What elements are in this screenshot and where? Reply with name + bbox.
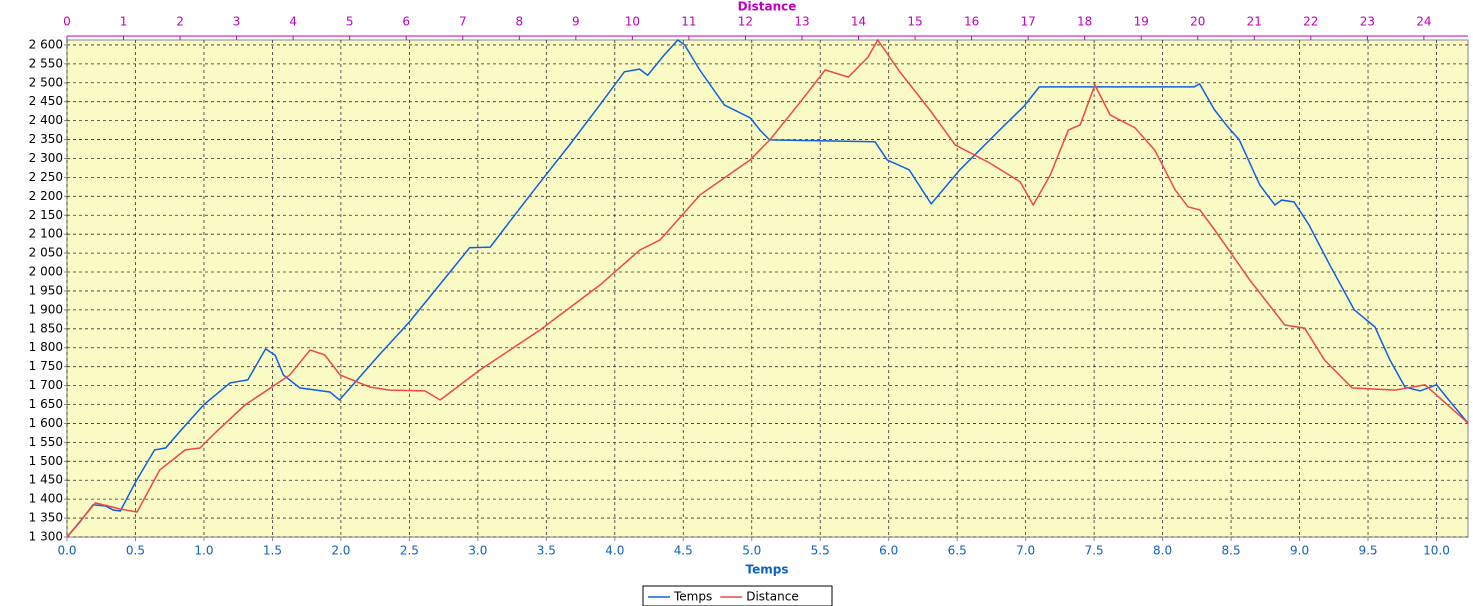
y-tick-label: 2 050 — [29, 246, 63, 260]
x2-tick-label: 23 — [1360, 15, 1375, 29]
x-tick-label: 10.0 — [1423, 544, 1450, 558]
x2-tick-label: 24 — [1416, 15, 1431, 29]
x2-tick-label: 17 — [1020, 15, 1035, 29]
series-line — [66, 38, 1469, 538]
x-tick-label: 7.5 — [1085, 544, 1104, 558]
x-tick-label: 3.0 — [468, 544, 487, 558]
y-tick-label: 1 550 — [29, 435, 63, 449]
y-tick-label: 1 700 — [29, 378, 63, 392]
y-tick-label: 2 500 — [29, 75, 63, 89]
y-tick-label: 1 600 — [29, 416, 63, 430]
y-tick-label: 2 000 — [29, 265, 63, 279]
y-tick-label: 2 200 — [29, 189, 63, 203]
x-tick-label: 4.5 — [674, 544, 693, 558]
x2-tick-label: 15 — [907, 15, 922, 29]
x2-tick-label: 10 — [625, 15, 640, 29]
x2-tick-label: 16 — [964, 15, 979, 29]
x-tick-label: 1.5 — [263, 544, 282, 558]
y-tick-label: 2 350 — [29, 132, 63, 146]
y-tick-label: 2 600 — [29, 37, 63, 51]
y-tick-label: 1 750 — [29, 359, 63, 373]
x2-tick-label: 11 — [681, 15, 696, 29]
x2-tick-label: 18 — [1077, 15, 1092, 29]
y-tick-label: 1 400 — [29, 492, 63, 506]
y-tick-label: 1 500 — [29, 454, 63, 468]
x2-tick-label: 19 — [1134, 15, 1149, 29]
y-tick-label: 2 550 — [29, 56, 63, 70]
x2-axis-title: Distance — [738, 0, 797, 14]
x-tick-label: 6.0 — [879, 544, 898, 558]
y-tick-label: 2 300 — [29, 151, 63, 165]
x-tick-label: 5.0 — [742, 544, 761, 558]
x2-tick-label: 12 — [738, 15, 753, 29]
x-tick-label: 3.5 — [537, 544, 556, 558]
y-tick-label: 2 450 — [29, 94, 63, 108]
x-tick-label: 0.0 — [57, 544, 76, 558]
x2-tick-label: 13 — [794, 15, 809, 29]
x-tick-label: 2.0 — [331, 544, 350, 558]
y-tick-label: 1 650 — [29, 397, 63, 411]
x2-tick-label: 14 — [851, 15, 866, 29]
x2-tick-label: 22 — [1303, 15, 1318, 29]
x-tick-label: 4.0 — [605, 544, 624, 558]
x-tick-label: 1.0 — [194, 544, 213, 558]
x2-tick-label: 7 — [459, 15, 467, 29]
x-tick-label: 5.5 — [811, 544, 830, 558]
legend-label: Distance — [746, 590, 798, 604]
y-tick-label: 2 250 — [29, 170, 63, 184]
y-tick-label: 2 150 — [29, 208, 63, 222]
x-tick-label: 7.0 — [1016, 544, 1035, 558]
x2-tick-label: 3 — [233, 15, 241, 29]
plot-area — [66, 39, 1469, 538]
y-tick-label: 1 950 — [29, 283, 63, 297]
x-tick-label: 6.5 — [948, 544, 967, 558]
series-line — [66, 38, 1469, 538]
x2-tick-label: 1 — [120, 15, 128, 29]
x-tick-label: 9.0 — [1290, 544, 1309, 558]
y-tick-label: 1 900 — [29, 302, 63, 316]
x2-tick-label: 21 — [1247, 15, 1262, 29]
y-tick-label: 2 400 — [29, 113, 63, 127]
y-tick-label: 1 850 — [29, 321, 63, 335]
y-tick-label: 1 350 — [29, 511, 63, 525]
x2-tick-label: 9 — [572, 15, 580, 29]
x-tick-label: 8.0 — [1153, 544, 1172, 558]
x2-tick-label: 4 — [289, 15, 297, 29]
x2-tick-label: 6 — [402, 15, 410, 29]
x2-tick-label: 0 — [63, 15, 71, 29]
y-tick-label: 1 300 — [29, 530, 63, 544]
legend-label: Temps — [673, 590, 712, 604]
x-axis-title: Temps — [746, 563, 789, 577]
legend — [642, 585, 833, 606]
x-tick-label: 2.5 — [400, 544, 419, 558]
x2-tick-label: 2 — [176, 15, 184, 29]
x2-tick-label: 5 — [346, 15, 354, 29]
x2-tick-label: 20 — [1190, 15, 1205, 29]
y-tick-label: 1 800 — [29, 340, 63, 354]
y-tick-label: 2 100 — [29, 227, 63, 241]
x-tick-label: 9.5 — [1358, 544, 1377, 558]
y-tick-label: 1 450 — [29, 473, 63, 487]
x-tick-label: 0.5 — [126, 544, 145, 558]
x-tick-label: 8.5 — [1222, 544, 1241, 558]
x2-tick-label: 8 — [515, 15, 523, 29]
